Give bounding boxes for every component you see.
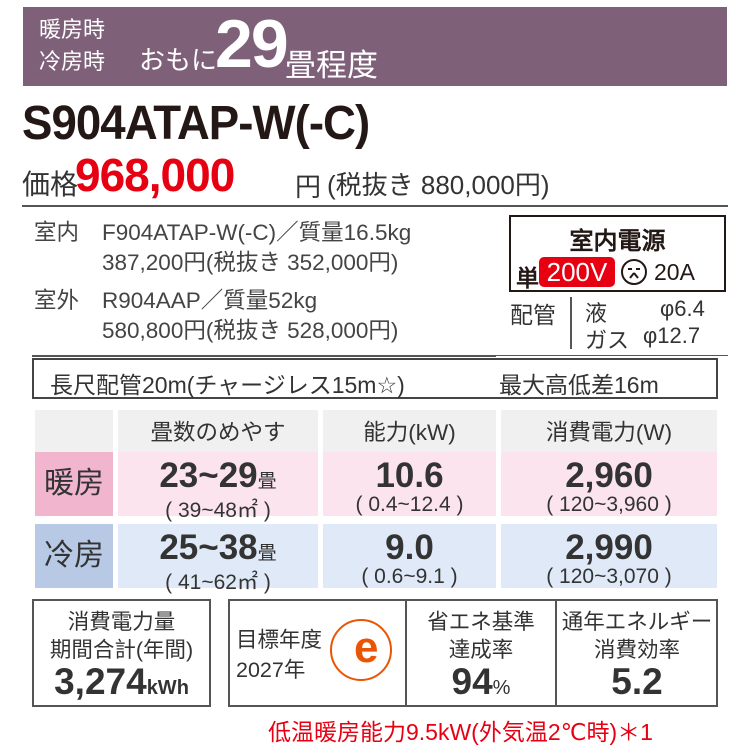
max-height-difference: 最大高低差16m (499, 372, 659, 398)
long-piping-box: 長尺配管20m(チャージレス15m☆) 最大高低差16m (32, 358, 718, 399)
liquid-pipe-size: φ6.4 (660, 296, 705, 321)
heating-tatami-cell: 23~29畳 ( 39~48㎡ ) (118, 452, 318, 522)
cooling-capacity-cell: 9.0 ( 0.6~9.1 ) (323, 524, 496, 588)
annual-consumption-line1: 消費電力量 (67, 610, 176, 634)
table-header-tatami: 畳数のめやす (118, 410, 318, 456)
heating-capacity-cell: 10.6 ( 0.4~12.4 ) (323, 452, 496, 516)
target-year-line2: 2027年 (236, 658, 306, 682)
row-label-cooling: 冷房 (35, 524, 113, 588)
gas-pipe-label: ガス (585, 328, 630, 353)
banner-prefix: おもに (139, 45, 218, 75)
indoor-power-supply-box: 室内電源 単 200V 20A (509, 215, 726, 292)
annual-consumption-line2: 期間合計(年間) (49, 638, 194, 662)
cooling-tatami-cell: 25~38畳 ( 41~62㎡ ) (118, 524, 318, 594)
energy-saving-e-mark-icon: e (330, 619, 392, 681)
achievement-value: 94% (451, 661, 511, 702)
piping-divider (570, 297, 572, 349)
table-header-empty (35, 410, 113, 456)
long-piping-length: 長尺配管20m(チャージレス15m☆) (50, 372, 405, 398)
single-phase-label: 単 (516, 265, 539, 291)
divider (405, 601, 407, 705)
gas-pipe-size: φ12.7 (643, 323, 701, 348)
cooling-area: ( 41~62㎡ ) (165, 571, 271, 594)
low-temp-heating-note: 低温暖房能力9.5kW(外気温2℃時)＊1 (268, 719, 653, 745)
annual-consumption-value: 3,274kWh (54, 661, 189, 702)
divider (555, 601, 557, 705)
mode-cooling-label: 冷房時 (39, 49, 106, 74)
cooling-capacity: 9.0 (385, 528, 434, 567)
heating-power: 2,960 (565, 456, 653, 495)
mode-heating-label: 暖房時 (39, 17, 106, 42)
annual-consumption-box: 消費電力量 期間合計(年間) 3,274kWh (32, 599, 211, 707)
power-supply-title: 室内電源 (569, 228, 666, 255)
indoor-model-weight: F904ATAP-W(-C)／質量16.5kg (102, 220, 412, 245)
divider (22, 205, 728, 207)
row-label-heating: 暖房 (35, 452, 113, 516)
indoor-label: 室内 (34, 220, 80, 245)
price-amount: 968,000 (75, 149, 235, 201)
banner-tatami-number: 29 (215, 6, 289, 82)
cooling-power: 2,990 (565, 528, 653, 567)
cooling-power-range: ( 120~3,070 ) (546, 565, 672, 588)
table-header-capacity: 能力(kW) (323, 410, 496, 456)
liquid-pipe-label: 液 (585, 301, 608, 326)
heating-area: ( 39~48㎡ ) (165, 499, 271, 522)
heating-capacity: 10.6 (375, 456, 444, 495)
cooling-tatami: 25~38畳 (159, 528, 277, 567)
achievement-line2: 達成率 (448, 638, 514, 662)
price-label: 価格 (22, 169, 79, 200)
divider (32, 355, 496, 357)
price-yen: 円 (295, 172, 322, 202)
outlet-200v-icon (621, 259, 647, 285)
apf-line2: 消費効率 (593, 638, 680, 662)
cooling-capacity-range: ( 0.6~9.1 ) (361, 565, 458, 588)
heating-capacity-range: ( 0.4~12.4 ) (355, 493, 464, 516)
divider (496, 355, 728, 356)
heating-tatami: 23~29畳 (159, 456, 277, 495)
energy-rating-box: 目標年度 2027年 e 省エネ基準 達成率 94% 通年エネルギー 消費効率 … (228, 599, 718, 707)
heating-power-cell: 2,960 ( 120~3,960 ) (501, 452, 717, 516)
voltage-badge: 200V (539, 257, 615, 287)
target-year-line1: 目標年度 (236, 628, 323, 652)
apf-value: 5.2 (611, 661, 663, 702)
indoor-price: 387,200円(税抜き 352,000円) (102, 250, 399, 275)
achievement-line1: 省エネ基準 (427, 610, 535, 634)
cooling-power-cell: 2,990 ( 120~3,070 ) (501, 524, 717, 588)
apf-line1: 通年エネルギー (561, 610, 713, 634)
outdoor-model-weight: R904AAP／質量52kg (102, 288, 318, 313)
heating-power-range: ( 120~3,960 ) (546, 493, 672, 516)
amperage: 20A (654, 259, 695, 285)
table-header-power: 消費電力(W) (501, 410, 717, 456)
price-tax-excluded: (税抜き 880,000円) (327, 170, 550, 200)
outdoor-label: 室外 (34, 288, 80, 313)
banner-suffix: 畳程度 (285, 48, 378, 83)
model-name: S904ATAP-W(-C) (22, 97, 370, 150)
outdoor-price: 580,800円(税抜き 528,000円) (102, 318, 399, 343)
piping-label: 配管 (510, 302, 556, 328)
capacity-banner: 暖房時 冷房時 おもに 29 畳程度 (23, 6, 727, 86)
